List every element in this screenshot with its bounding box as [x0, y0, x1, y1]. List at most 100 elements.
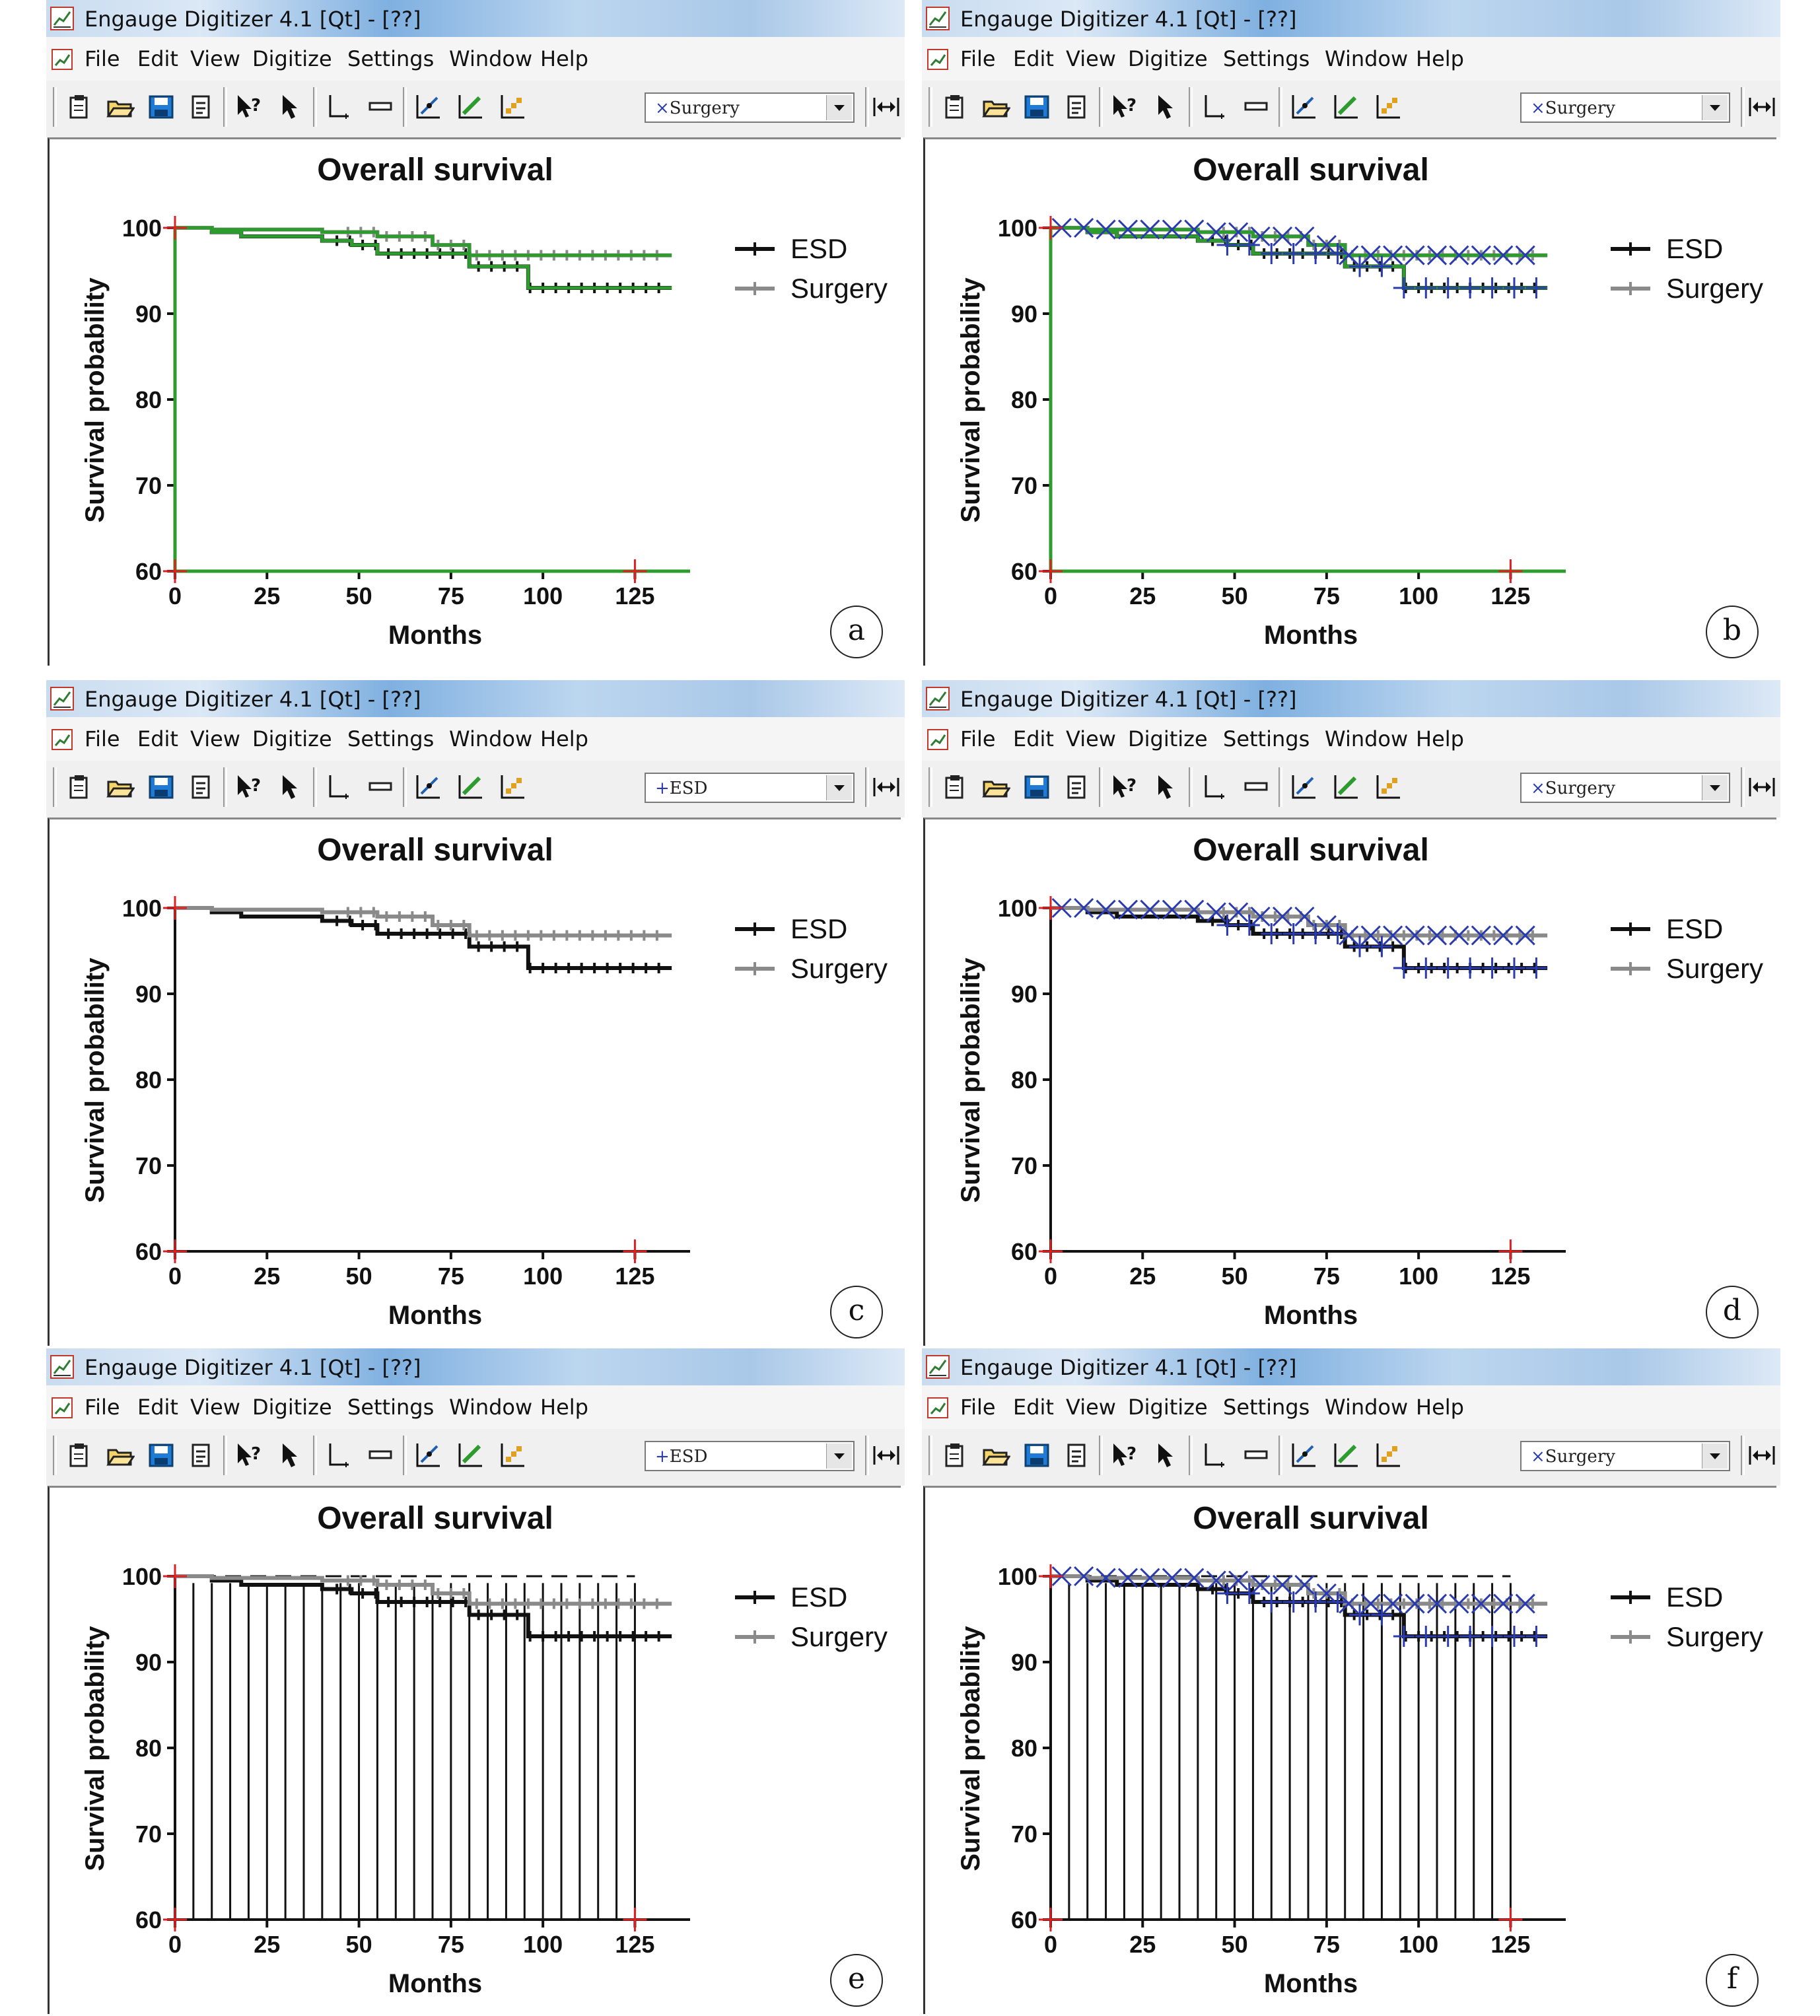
- new-document-icon[interactable]: [940, 773, 969, 802]
- whats-this-icon[interactable]: ?: [1109, 1441, 1138, 1470]
- fit-width-icon[interactable]: [872, 92, 901, 122]
- point-match-icon[interactable]: [498, 1441, 527, 1470]
- menu-file[interactable]: File: [960, 46, 996, 71]
- fit-width-icon[interactable]: [872, 1441, 901, 1470]
- axis-point-icon[interactable]: [324, 92, 353, 122]
- point-match-icon[interactable]: [498, 92, 527, 122]
- select-arrow-icon[interactable]: [1150, 92, 1179, 122]
- new-document-icon[interactable]: [65, 1441, 94, 1470]
- curve-point-icon[interactable]: [1289, 92, 1318, 122]
- segment-fill-icon[interactable]: [456, 1441, 485, 1470]
- menu-digitize[interactable]: Digitize: [252, 726, 332, 751]
- menu-view[interactable]: View: [190, 46, 240, 71]
- point-match-icon[interactable]: [498, 773, 527, 802]
- scale-bar-icon[interactable]: [366, 773, 395, 802]
- menu-file[interactable]: File: [85, 726, 120, 751]
- menu-edit[interactable]: Edit: [1013, 1395, 1054, 1420]
- curve-point-icon[interactable]: [1289, 1441, 1318, 1470]
- scale-bar-icon[interactable]: [366, 1441, 395, 1470]
- print-icon[interactable]: [1062, 1441, 1091, 1470]
- print-icon[interactable]: [1062, 773, 1091, 802]
- save-icon[interactable]: [147, 92, 176, 122]
- menu-edit[interactable]: Edit: [137, 46, 178, 71]
- open-folder-icon[interactable]: [981, 92, 1010, 122]
- open-folder-icon[interactable]: [981, 1441, 1010, 1470]
- save-icon[interactable]: [147, 1441, 176, 1470]
- menu-window[interactable]: Window: [1325, 726, 1409, 751]
- menu-settings[interactable]: Settings: [347, 46, 435, 71]
- curve-selector-dropdown[interactable]: +ESD: [645, 1441, 855, 1471]
- menu-settings[interactable]: Settings: [347, 726, 435, 751]
- whats-this-icon[interactable]: ?: [234, 92, 263, 122]
- menu-edit[interactable]: Edit: [1013, 46, 1054, 71]
- fit-width-icon[interactable]: [872, 773, 901, 802]
- curve-selector-dropdown[interactable]: ×Surgery: [1520, 92, 1730, 123]
- segment-fill-icon[interactable]: [1331, 92, 1360, 122]
- document-icon[interactable]: [926, 48, 950, 71]
- open-folder-icon[interactable]: [106, 773, 135, 802]
- menu-digitize[interactable]: Digitize: [252, 46, 332, 71]
- print-icon[interactable]: [186, 773, 215, 802]
- menu-edit[interactable]: Edit: [1013, 726, 1054, 751]
- point-match-icon[interactable]: [1374, 92, 1403, 122]
- new-document-icon[interactable]: [65, 773, 94, 802]
- scale-bar-icon[interactable]: [366, 92, 395, 122]
- whats-this-icon[interactable]: ?: [1109, 92, 1138, 122]
- new-document-icon[interactable]: [940, 92, 969, 122]
- curve-selector-dropdown[interactable]: ×Surgery: [1520, 773, 1730, 803]
- curve-selector-dropdown[interactable]: +ESD: [645, 773, 855, 803]
- save-icon[interactable]: [1022, 92, 1051, 122]
- digitizer-canvas[interactable]: Overall survival Survival probability Mo…: [48, 1486, 901, 2014]
- scale-bar-icon[interactable]: [1242, 773, 1271, 802]
- menu-window[interactable]: Window: [1325, 1395, 1409, 1420]
- chevron-down-icon[interactable]: [1702, 1443, 1728, 1469]
- menu-edit[interactable]: Edit: [137, 1395, 178, 1420]
- point-match-icon[interactable]: [1374, 773, 1403, 802]
- menu-help[interactable]: Help: [1416, 1395, 1464, 1420]
- menu-file[interactable]: File: [85, 46, 120, 71]
- open-folder-icon[interactable]: [981, 773, 1010, 802]
- menu-view[interactable]: View: [1066, 46, 1116, 71]
- new-document-icon[interactable]: [65, 92, 94, 122]
- chevron-down-icon[interactable]: [826, 775, 852, 800]
- open-folder-icon[interactable]: [106, 92, 135, 122]
- digitizer-canvas[interactable]: Overall survival Survival probability Mo…: [48, 137, 901, 666]
- select-arrow-icon[interactable]: [1150, 1441, 1179, 1470]
- curve-selector-dropdown[interactable]: ×Surgery: [645, 92, 855, 123]
- chevron-down-icon[interactable]: [826, 1443, 852, 1469]
- document-icon[interactable]: [50, 1396, 74, 1420]
- whats-this-icon[interactable]: ?: [234, 773, 263, 802]
- curve-point-icon[interactable]: [413, 773, 442, 802]
- fit-width-icon[interactable]: [1747, 92, 1776, 122]
- whats-this-icon[interactable]: ?: [234, 1441, 263, 1470]
- document-icon[interactable]: [50, 48, 74, 71]
- curve-point-icon[interactable]: [1289, 773, 1318, 802]
- point-match-icon[interactable]: [1374, 1441, 1403, 1470]
- curve-point-icon[interactable]: [413, 1441, 442, 1470]
- digitizer-canvas[interactable]: Overall survival Survival probability Mo…: [923, 817, 1776, 1346]
- select-arrow-icon[interactable]: [275, 773, 304, 802]
- save-icon[interactable]: [1022, 1441, 1051, 1470]
- select-arrow-icon[interactable]: [1150, 773, 1179, 802]
- digitizer-canvas[interactable]: Overall survival Survival probability Mo…: [923, 137, 1776, 666]
- scale-bar-icon[interactable]: [1242, 92, 1271, 122]
- print-icon[interactable]: [1062, 92, 1091, 122]
- menu-file[interactable]: File: [85, 1395, 120, 1420]
- chevron-down-icon[interactable]: [1702, 95, 1728, 120]
- open-folder-icon[interactable]: [106, 1441, 135, 1470]
- segment-fill-icon[interactable]: [456, 773, 485, 802]
- menu-file[interactable]: File: [960, 1395, 996, 1420]
- menu-help[interactable]: Help: [540, 726, 588, 751]
- axis-point-icon[interactable]: [324, 1441, 353, 1470]
- select-arrow-icon[interactable]: [275, 92, 304, 122]
- menu-help[interactable]: Help: [540, 46, 588, 71]
- axis-point-icon[interactable]: [1199, 773, 1228, 802]
- menu-settings[interactable]: Settings: [1223, 726, 1310, 751]
- menu-help[interactable]: Help: [1416, 46, 1464, 71]
- chevron-down-icon[interactable]: [826, 95, 852, 120]
- menu-settings[interactable]: Settings: [347, 1395, 435, 1420]
- select-arrow-icon[interactable]: [275, 1441, 304, 1470]
- menu-settings[interactable]: Settings: [1223, 46, 1310, 71]
- menu-view[interactable]: View: [190, 1395, 240, 1420]
- menu-window[interactable]: Window: [1325, 46, 1409, 71]
